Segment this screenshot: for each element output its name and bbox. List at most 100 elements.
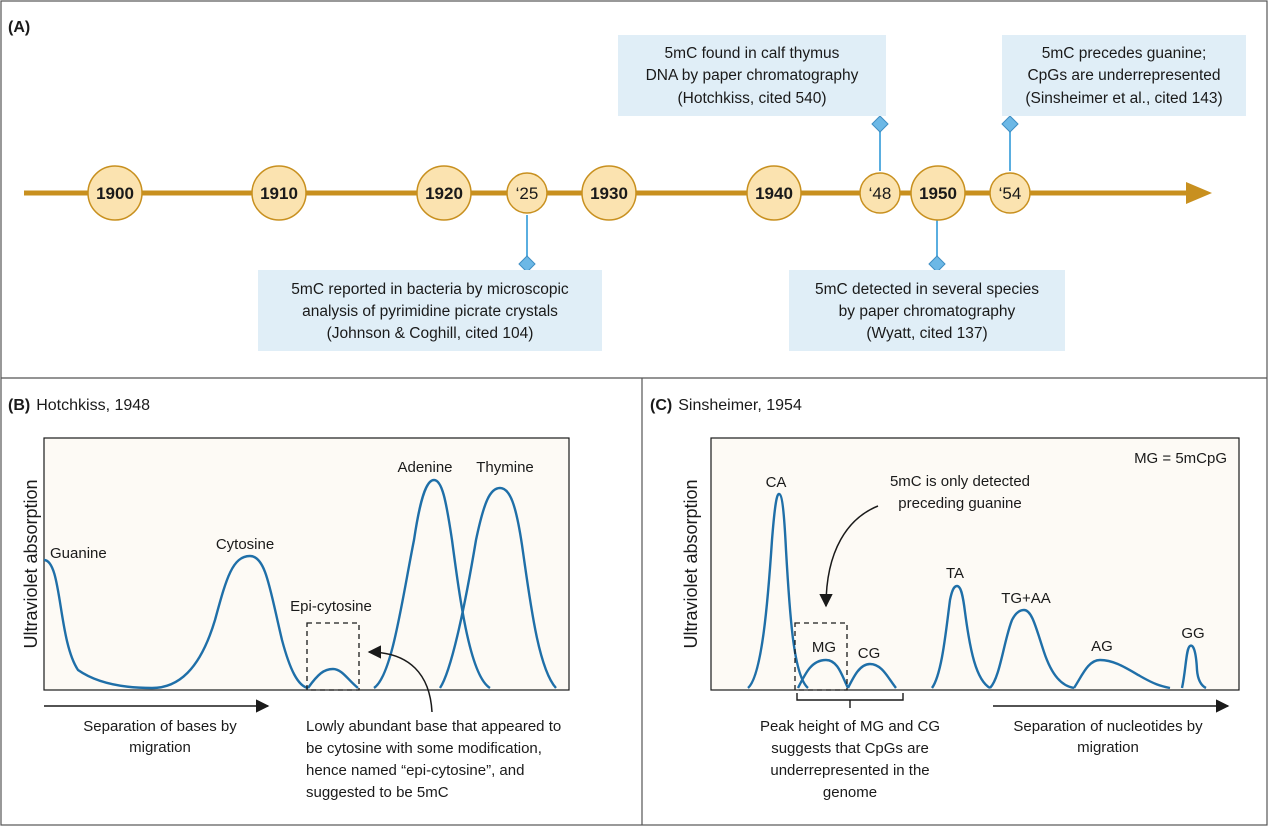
- peak-label: Cytosine: [216, 536, 274, 553]
- panel-c-letter: (C): [650, 397, 672, 414]
- event-line: 5mC detected in several species: [815, 281, 1039, 298]
- curve-ag: [1073, 658, 1171, 690]
- event-box-johnson-coghill: 5mC reported in bacteria by microscopic …: [258, 270, 602, 351]
- year-1950: 1950: [910, 165, 966, 221]
- curve-ta: [930, 584, 991, 690]
- curve-cg: [846, 662, 897, 689]
- panel-c-bottom-annotation: genome: [823, 784, 877, 801]
- year-label: 1950: [919, 184, 957, 203]
- year-1920: 1920: [416, 165, 472, 221]
- event-box-wyatt: 5mC detected in several species by paper…: [789, 270, 1065, 351]
- peak-label: Guanine: [50, 545, 107, 562]
- year-label: ‘25: [516, 184, 539, 203]
- year-label: 1900: [96, 184, 134, 203]
- peak-label: CA: [766, 474, 787, 491]
- panel-b: (B) Hotchkiss, 1948 Ultraviolet absorptio…: [8, 397, 570, 801]
- panel-c-xlabel: migration: [1077, 739, 1139, 756]
- panel-c-title: Sinsheimer, 1954: [678, 397, 802, 414]
- mg-highlight-box: [794, 622, 848, 691]
- panel-b-ylabel: Ultraviolet absorption: [21, 479, 41, 648]
- panel-c-ylabel: Ultraviolet absorption: [681, 479, 701, 648]
- event-box-bg: [258, 270, 602, 351]
- event-box-bg: [1002, 35, 1246, 116]
- year-circle: [581, 165, 637, 221]
- panel-b-annotation: hence named “epi-cytosine”, and: [306, 762, 524, 779]
- peak-label: Adenine: [397, 459, 452, 476]
- curve-guanine-cytosine: [43, 554, 309, 690]
- event-line: (Sinsheimer et al., cited 143): [1025, 90, 1222, 107]
- peak-label: AG: [1091, 638, 1113, 655]
- peak-label: CG: [858, 645, 881, 662]
- peak-label: Epi-cytosine: [290, 598, 372, 615]
- year-label: 1920: [425, 184, 463, 203]
- panel-c-legend: MG = 5mCpG: [1134, 450, 1227, 467]
- peak-label: MG: [812, 639, 836, 656]
- panel-b-xlabel: Separation of bases by: [83, 718, 237, 735]
- mg-annotation-arrow: [819, 505, 879, 608]
- year-circle: [989, 172, 1031, 214]
- panel-c-bottom-annotation: Peak height of MG and CG: [760, 718, 940, 735]
- curve-ca: [747, 492, 809, 689]
- panel-b-plot-area: [43, 437, 570, 691]
- year-label: 1940: [755, 184, 793, 203]
- event-line: by paper chromatography: [839, 303, 1016, 320]
- year-label: ‘48: [869, 184, 892, 203]
- event-line: (Johnson & Coghill, cited 104): [327, 325, 534, 342]
- panel-c-xlabel: Separation of nucleotides by: [1013, 718, 1203, 735]
- curve-thymine: [438, 486, 557, 689]
- event-line: DNA by paper chromatography: [646, 67, 859, 84]
- peak-label: TG+AA: [1001, 590, 1051, 607]
- event-line: 5mC precedes guanine;: [1042, 45, 1207, 62]
- year-1954: ‘54: [989, 172, 1031, 214]
- panel-a-letter: (A): [8, 19, 30, 36]
- year-label: ‘54: [999, 184, 1022, 203]
- timeline-arrowhead: [1186, 182, 1212, 204]
- epi-cytosine-annotation-arrow: [367, 645, 433, 713]
- panel-c-bottom-annotation: underrepresented in the: [770, 762, 929, 779]
- event-line: 5mC found in calf thymus: [665, 45, 840, 62]
- peak-label: Thymine: [476, 459, 534, 476]
- panel-b-letter: (B): [8, 397, 30, 414]
- year-circle: [746, 165, 802, 221]
- panel-b-annotation: suggested to be 5mC: [306, 784, 449, 801]
- panel-b-title: Hotchkiss, 1948: [36, 397, 150, 414]
- year-circle: [910, 165, 966, 221]
- event-box-bg: [618, 35, 886, 116]
- event-marker-1954: [1001, 115, 1019, 133]
- event-box-hotchkiss: 5mC found in calf thymus DNA by paper ch…: [618, 35, 886, 116]
- panel-b-annotation: be cytosine with some modification,: [306, 740, 542, 757]
- event-line: CpGs are underrepresented: [1027, 67, 1220, 84]
- event-line: (Wyatt, cited 137): [866, 325, 987, 342]
- curve-mg: [796, 658, 850, 689]
- panel-c: (C) Sinsheimer, 1954 Ultraviolet absorpti…: [650, 397, 1240, 801]
- year-circle: [859, 172, 901, 214]
- year-label: 1910: [260, 184, 298, 203]
- panel-b-xlabel: migration: [129, 739, 191, 756]
- event-box-sinsheimer: 5mC precedes guanine; CpGs are underrepr…: [1002, 35, 1246, 116]
- curve-gg: [1180, 644, 1207, 690]
- year-1940: 1940: [746, 165, 802, 221]
- panel-c-bottom-annotation: suggests that CpGs are: [771, 740, 929, 757]
- panel-a: (A) 1900 1910 1920 ‘25: [8, 19, 1246, 351]
- year-1910: 1910: [251, 165, 307, 221]
- event-line: analysis of pyrimidine picrate crystals: [302, 303, 558, 320]
- event-box-bg: [789, 270, 1065, 351]
- year-1948: ‘48: [859, 172, 901, 214]
- year-circle: [416, 165, 472, 221]
- event-line: 5mC reported in bacteria by microscopic: [291, 281, 569, 298]
- event-marker-1948: [871, 115, 889, 133]
- panel-b-annotation: Lowly abundant base that appeared to: [306, 718, 561, 735]
- year-1930: 1930: [581, 165, 637, 221]
- year-circle: [506, 172, 548, 214]
- panel-b-heading: (B) Hotchkiss, 1948: [8, 397, 150, 414]
- panel-c-top-annotation: 5mC is only detected: [890, 473, 1030, 490]
- epi-cytosine-highlight-box: [306, 622, 360, 691]
- year-circle: [87, 165, 143, 221]
- year-circle: [251, 165, 307, 221]
- panel-c-plot-area: [710, 437, 1240, 691]
- curve-adenine: [373, 478, 491, 690]
- peak-label: TA: [946, 565, 964, 582]
- year-label: 1930: [590, 184, 628, 203]
